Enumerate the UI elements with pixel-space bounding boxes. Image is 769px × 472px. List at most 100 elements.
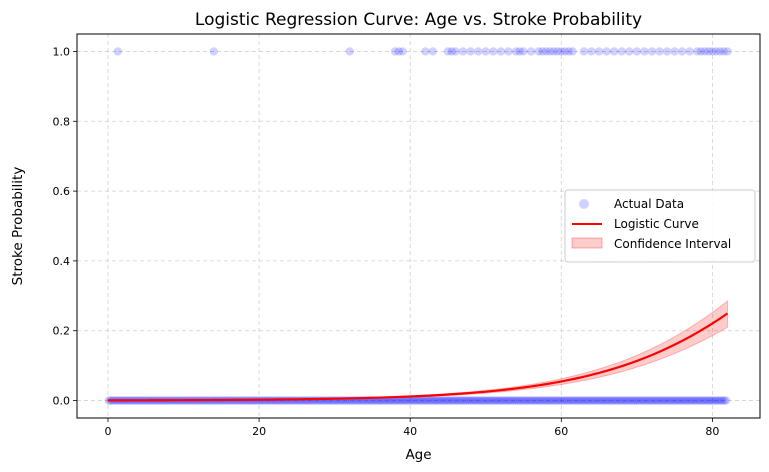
data-point — [502, 396, 512, 405]
data-point — [544, 396, 553, 405]
data-point — [433, 396, 442, 405]
data-point — [443, 47, 453, 56]
data-point — [421, 47, 430, 56]
data-point — [463, 396, 472, 405]
data-point — [442, 396, 451, 405]
data-point — [599, 396, 608, 405]
data-point — [722, 396, 731, 405]
data-point — [561, 396, 570, 405]
data-point — [476, 396, 485, 405]
data-point — [538, 47, 547, 56]
data-point — [612, 396, 621, 405]
data-point — [526, 47, 536, 56]
data-point — [723, 47, 732, 56]
data-point — [448, 396, 457, 405]
data-point — [686, 396, 695, 405]
data-point — [423, 396, 432, 405]
data-point — [677, 47, 687, 56]
data-point — [587, 396, 597, 405]
y-tick-label: 0.0 — [53, 395, 71, 408]
data-point — [535, 396, 544, 405]
data-point — [209, 47, 218, 56]
data-point — [553, 396, 563, 405]
data-point — [523, 396, 533, 405]
data-point — [489, 47, 498, 56]
data-point — [604, 396, 614, 405]
data-point — [113, 47, 122, 56]
data-point — [552, 396, 561, 405]
data-point — [480, 396, 489, 405]
y-tick-label: 0.2 — [53, 325, 71, 338]
data-point — [548, 396, 557, 405]
data-point — [572, 396, 582, 405]
data-point — [412, 396, 421, 405]
data-point — [601, 396, 610, 405]
data-point — [538, 396, 548, 405]
data-point — [389, 396, 398, 405]
data-point — [394, 47, 404, 56]
ticks: 0 20 40 60 80 0.0 0.2 0.4 0.6 0.8 1.0 — [53, 45, 720, 438]
data-point — [646, 396, 655, 405]
data-point — [484, 396, 493, 405]
data-point — [482, 396, 491, 405]
data-point — [665, 396, 674, 405]
data-point — [629, 396, 638, 405]
data-point — [655, 396, 665, 405]
data-point — [644, 396, 653, 405]
x-tick-label: 0 — [104, 425, 111, 438]
data-point — [428, 47, 438, 56]
data-point — [466, 47, 475, 56]
data-point — [465, 396, 474, 405]
data-point — [404, 396, 414, 405]
data-point — [451, 47, 460, 56]
data-point — [387, 396, 397, 405]
x-axis-label: Age — [405, 447, 431, 463]
data-point — [638, 396, 648, 405]
data-point — [431, 396, 440, 405]
data-point — [427, 396, 436, 405]
data-point — [700, 47, 710, 56]
legend-marker-confidence-interval — [571, 237, 603, 249]
data-point — [417, 396, 427, 405]
data-point — [591, 396, 601, 405]
data-point — [711, 47, 721, 56]
data-point — [395, 396, 404, 405]
legend-label-actual-data: Actual Data — [614, 197, 684, 211]
data-point — [632, 47, 642, 56]
data-point — [712, 396, 721, 405]
data-point — [648, 396, 657, 405]
data-point — [444, 396, 453, 405]
data-point — [579, 47, 589, 56]
chart-title: Logistic Regression Curve: Age vs. Strok… — [195, 10, 642, 30]
data-point — [635, 396, 644, 405]
data-point — [559, 396, 568, 405]
data-point — [663, 396, 672, 405]
data-point — [518, 396, 527, 405]
plot-frame — [76, 33, 761, 419]
data-point — [436, 396, 446, 405]
data-point — [580, 396, 589, 405]
data-point — [457, 396, 466, 405]
data-point — [402, 396, 412, 405]
data-point — [491, 396, 500, 405]
data-point — [719, 47, 728, 56]
data-point — [529, 396, 538, 405]
data-point — [541, 47, 551, 56]
data-point — [671, 396, 680, 405]
data-point — [708, 396, 718, 405]
data-point — [595, 396, 604, 405]
data-point — [414, 396, 423, 405]
data-point — [716, 396, 725, 405]
data-point — [587, 47, 596, 56]
data-point — [642, 396, 652, 405]
legend-label-logistic-curve: Logistic Curve — [614, 217, 699, 231]
data-point — [564, 47, 574, 56]
data-point — [425, 396, 434, 405]
data-point — [676, 396, 686, 405]
data-point — [458, 47, 468, 56]
data-point — [470, 396, 480, 405]
data-point — [438, 396, 448, 405]
data-point — [391, 396, 400, 405]
data-point — [472, 396, 482, 405]
x-tick-label: 80 — [705, 425, 719, 438]
